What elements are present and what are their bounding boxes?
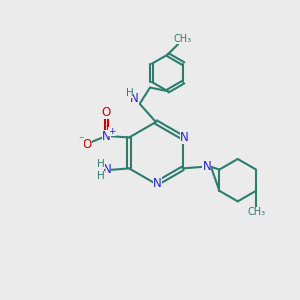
Text: N: N (153, 177, 162, 190)
Text: H: H (125, 88, 133, 98)
Text: N: N (130, 92, 139, 105)
Text: CH₃: CH₃ (247, 207, 265, 217)
Text: H: H (97, 171, 105, 181)
Text: O: O (83, 138, 92, 151)
Text: N: N (102, 130, 110, 142)
Text: ⁻: ⁻ (78, 136, 84, 146)
Text: +: + (108, 127, 116, 136)
Text: N: N (180, 131, 188, 144)
Text: N: N (202, 160, 211, 173)
Text: H: H (97, 159, 105, 169)
Text: N: N (103, 164, 111, 176)
Text: CH₃: CH₃ (174, 34, 192, 44)
Text: O: O (101, 106, 111, 119)
